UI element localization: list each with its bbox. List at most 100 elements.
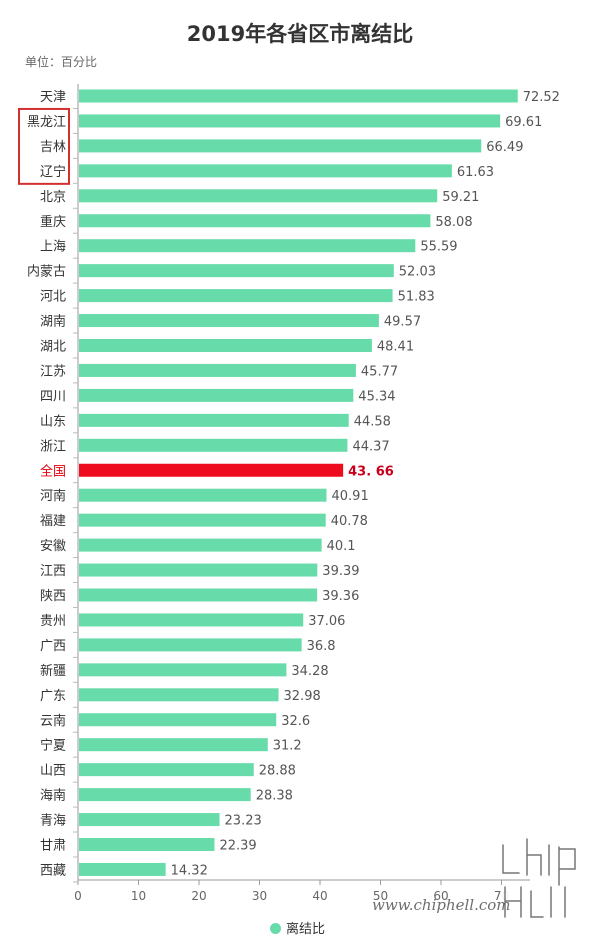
bar — [79, 862, 166, 876]
x-tick-label: 30 — [252, 889, 267, 903]
bar — [79, 314, 379, 328]
category-label: 云南 — [40, 713, 66, 729]
x-tick-label: 50 — [373, 889, 388, 903]
bar — [79, 289, 393, 303]
category-label: 青海 — [40, 814, 66, 829]
value-label: 44.58 — [354, 414, 391, 429]
category-label: 浙江 — [40, 439, 66, 454]
bar — [79, 688, 279, 702]
value-label: 43. 66 — [348, 464, 394, 479]
value-label: 72.52 — [523, 90, 560, 105]
value-label: 45.77 — [361, 364, 398, 379]
bar — [79, 788, 251, 802]
category-label: 陕西 — [40, 589, 66, 604]
category-label: 福建 — [40, 514, 66, 529]
value-label: 55.59 — [420, 240, 457, 255]
highlight-box — [18, 107, 70, 185]
value-label: 51.83 — [398, 290, 435, 305]
category-label: 山东 — [40, 414, 66, 429]
bar — [79, 563, 318, 577]
category-label: 广西 — [40, 639, 66, 654]
category-label: 吉林 — [40, 140, 66, 155]
category-label: 北京 — [40, 190, 66, 205]
value-label: 40.91 — [332, 489, 369, 504]
value-label: 58.08 — [435, 215, 472, 230]
bar — [79, 638, 302, 652]
bar — [79, 813, 220, 827]
value-label: 45.34 — [358, 389, 395, 404]
category-label: 贵州 — [40, 614, 66, 629]
bar — [79, 189, 438, 203]
legend[interactable]: 离结比 — [270, 918, 325, 937]
category-label: 河北 — [40, 290, 66, 305]
category-label: 湖北 — [40, 340, 66, 355]
x-tick-label: 40 — [312, 889, 327, 903]
legend-marker — [270, 923, 281, 934]
x-tick-label: 0 — [74, 889, 82, 903]
value-label: 22.39 — [219, 839, 256, 854]
category-label: 河南 — [40, 488, 66, 504]
bar — [79, 264, 394, 278]
category-label: 黑龙江 — [27, 115, 66, 130]
category-label: 内蒙古 — [27, 264, 66, 280]
value-label: 37.06 — [308, 614, 345, 629]
value-label: 52.03 — [399, 265, 436, 280]
value-label: 44.37 — [352, 439, 389, 454]
x-tick-label: 10 — [131, 889, 146, 903]
bar — [79, 513, 326, 527]
category-label: 海南 — [40, 788, 66, 804]
value-label: 36.8 — [307, 639, 336, 654]
value-label: 40.1 — [327, 539, 356, 554]
bar — [79, 339, 372, 352]
bar — [79, 139, 482, 153]
value-label: 40.78 — [331, 514, 368, 529]
bar — [79, 613, 304, 627]
bar — [79, 588, 318, 602]
bar — [79, 239, 416, 253]
bar — [79, 89, 518, 103]
value-label: 49.57 — [384, 315, 421, 330]
bar — [79, 838, 215, 851]
category-label: 湖南 — [40, 314, 66, 330]
bar — [79, 463, 344, 477]
legend-label: 离结比 — [286, 922, 326, 937]
value-label: 14.32 — [171, 863, 208, 878]
category-label: 广东 — [40, 689, 66, 704]
chiphell-logo — [499, 835, 579, 921]
watermark-text: www.chiphell.com — [372, 896, 511, 914]
value-label: 28.38 — [256, 789, 293, 804]
value-label: 69.61 — [505, 115, 542, 130]
bar — [79, 538, 322, 552]
category-label: 江苏 — [40, 363, 66, 379]
x-tick-label: 60 — [433, 889, 448, 903]
bar — [79, 763, 254, 777]
value-label: 48.41 — [377, 340, 414, 355]
bar — [79, 438, 348, 452]
value-label: 39.36 — [322, 589, 359, 604]
category-label: 四川 — [40, 389, 66, 404]
bar — [79, 164, 452, 178]
bar — [79, 738, 268, 752]
value-label: 59.21 — [442, 190, 479, 205]
category-label: 天津 — [40, 90, 66, 105]
value-label: 39.39 — [322, 564, 359, 579]
bar — [79, 413, 349, 427]
value-label: 61.63 — [457, 165, 494, 180]
bar — [79, 663, 287, 677]
category-label: 江西 — [40, 564, 66, 579]
bar — [79, 114, 501, 128]
category-label: 上海 — [40, 240, 66, 255]
category-label: 辽宁 — [40, 164, 66, 180]
category-label: 重庆 — [40, 214, 66, 230]
value-label: 23.23 — [225, 814, 262, 829]
category-label: 西藏 — [40, 863, 66, 878]
category-label: 新疆 — [40, 663, 66, 679]
bar — [79, 488, 327, 502]
value-label: 32.6 — [281, 714, 310, 729]
x-tick-label: 20 — [191, 889, 206, 903]
value-label: 66.49 — [486, 140, 523, 155]
category-label: 宁夏 — [40, 738, 66, 754]
value-label: 28.88 — [259, 764, 296, 779]
category-label: 安徽 — [40, 539, 66, 554]
